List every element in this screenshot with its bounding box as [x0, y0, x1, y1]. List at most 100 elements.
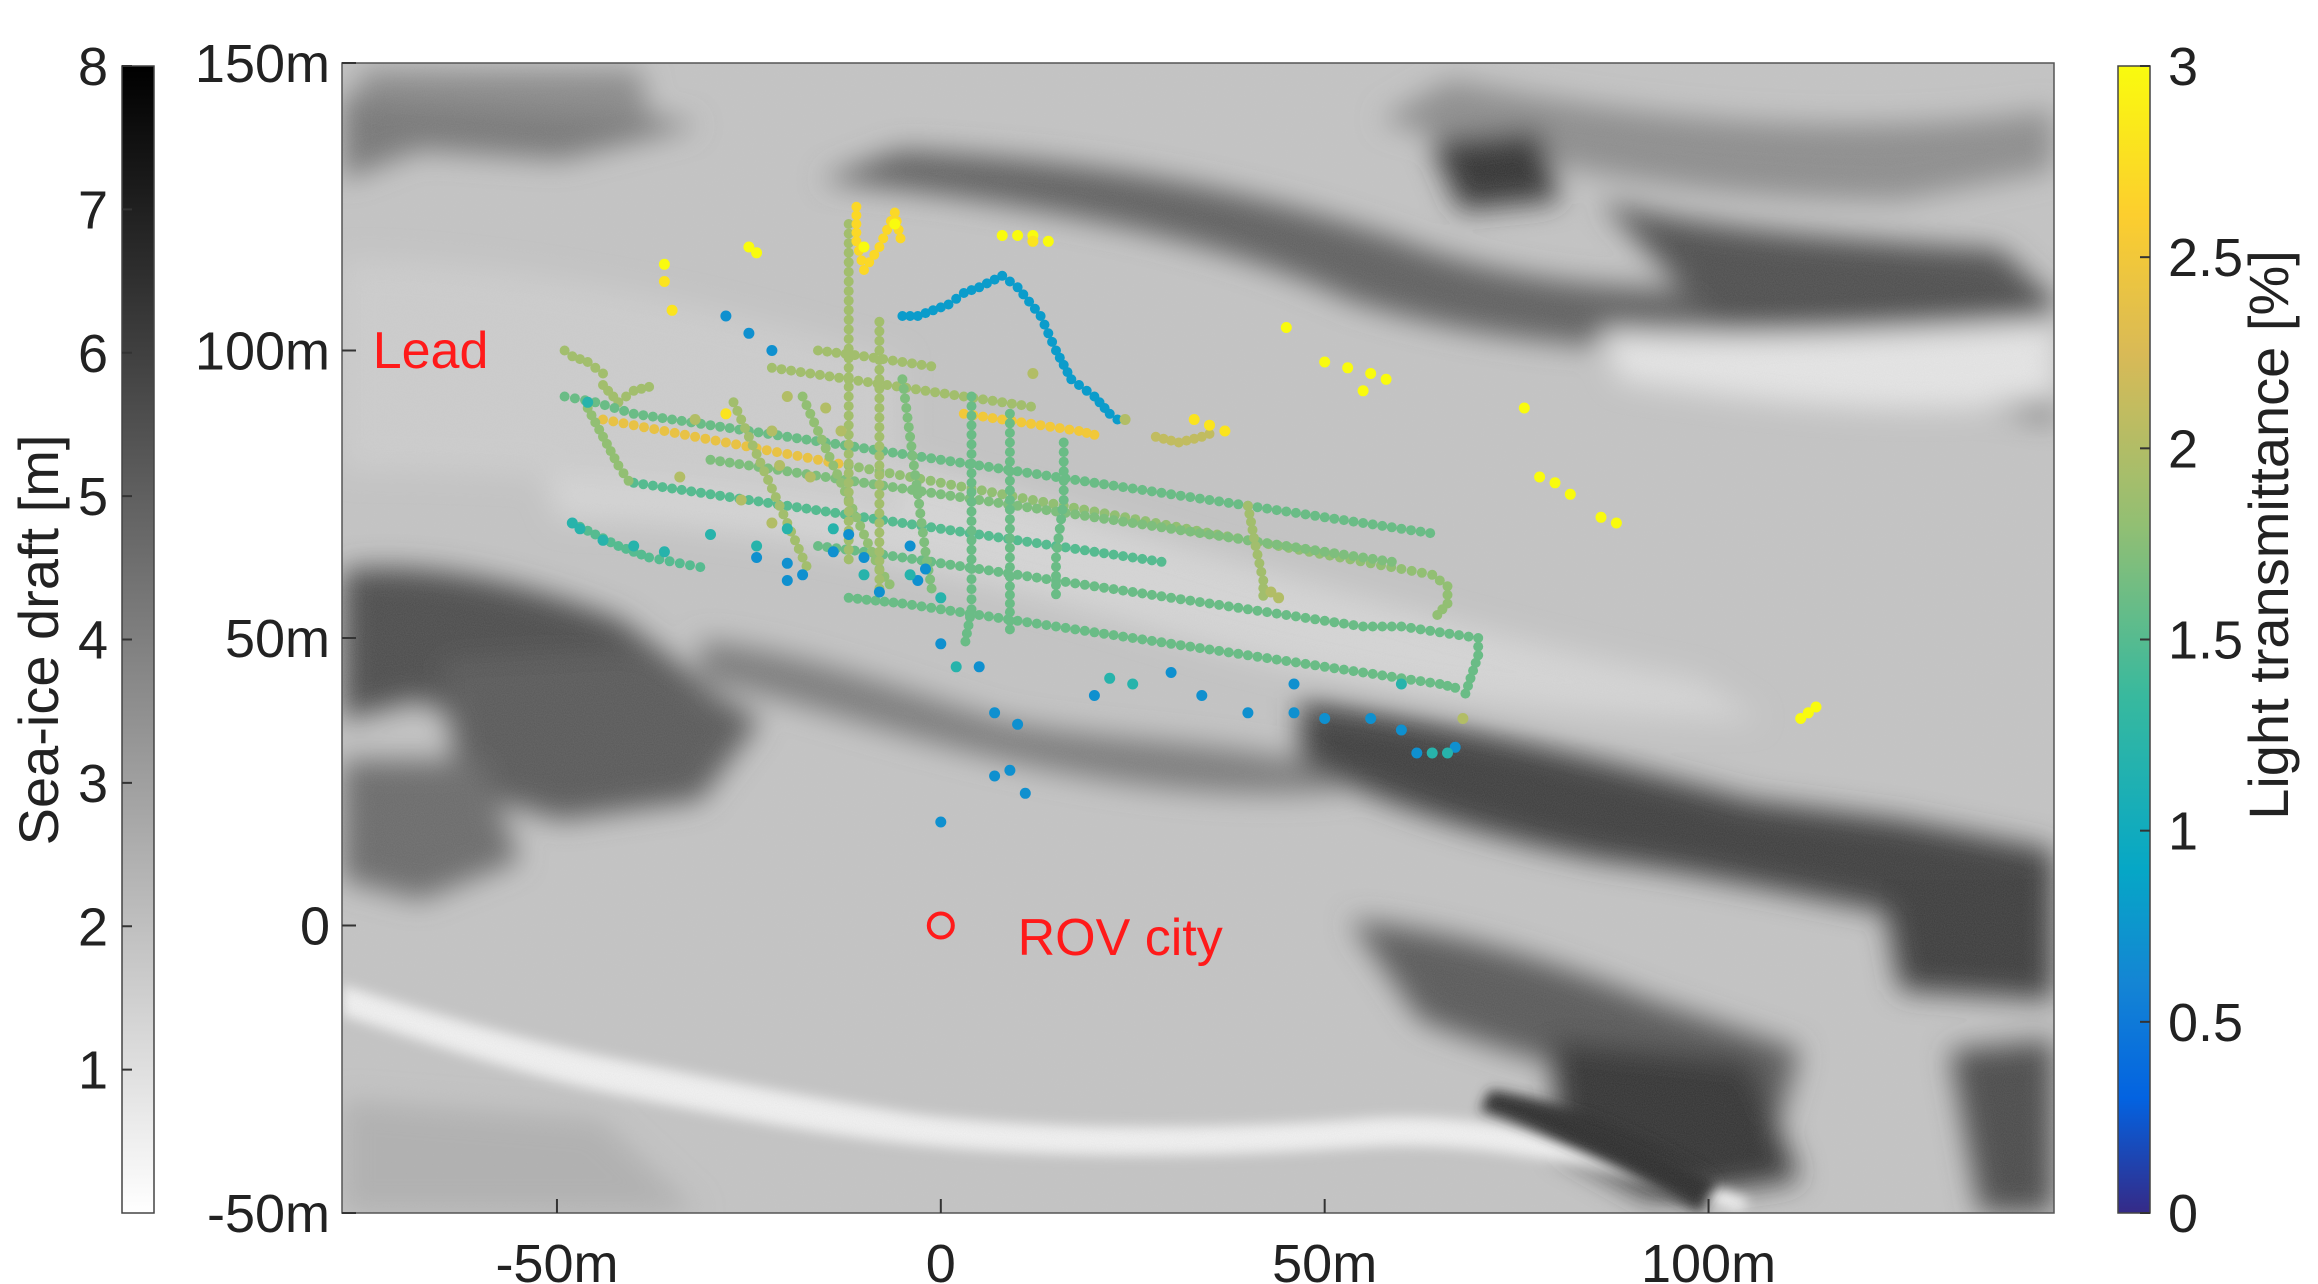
track-point — [628, 385, 639, 396]
track-point — [926, 361, 937, 372]
track-point — [1181, 435, 1192, 446]
track-point — [1058, 456, 1069, 467]
track-point — [1041, 505, 1052, 516]
scatter-point — [912, 575, 924, 586]
track-point — [1262, 607, 1273, 618]
scatter-point — [1518, 402, 1530, 414]
track-point — [778, 509, 789, 520]
track-point — [793, 543, 804, 554]
track-point — [813, 454, 823, 465]
track-point — [843, 381, 854, 392]
track-point — [949, 390, 960, 401]
track-point — [1348, 516, 1359, 527]
track-point — [1118, 551, 1129, 562]
track-point — [1406, 565, 1417, 576]
track-point — [1310, 614, 1321, 625]
track-point — [599, 400, 610, 411]
scatter-point — [566, 517, 578, 529]
track-point — [851, 201, 862, 212]
track-point — [966, 516, 977, 527]
track-point — [1367, 668, 1378, 679]
track-point — [1233, 533, 1244, 544]
track-point — [1173, 437, 1184, 448]
scatter-point — [1104, 672, 1116, 684]
track-point — [908, 460, 919, 471]
track-point — [644, 552, 655, 563]
track-point — [805, 368, 816, 379]
track-point — [1054, 523, 1065, 534]
track-point — [997, 397, 1008, 408]
track-point — [1358, 552, 1369, 563]
track-point — [1004, 466, 1015, 477]
track-point — [1051, 472, 1061, 482]
track-point — [907, 358, 917, 369]
track-point — [1434, 575, 1445, 586]
track-point — [1004, 607, 1015, 618]
track-point — [1310, 545, 1321, 556]
track-point — [966, 544, 977, 555]
track-point — [916, 359, 927, 370]
track-point — [1051, 589, 1061, 600]
track-point — [695, 562, 706, 573]
track-point — [1281, 656, 1292, 666]
track-point — [866, 546, 877, 557]
track-point — [946, 479, 957, 490]
track-point — [1348, 666, 1359, 677]
track-point — [874, 393, 885, 404]
track-point — [1450, 682, 1461, 693]
track-point — [1054, 423, 1065, 434]
scatter-point — [674, 471, 686, 483]
track-point — [590, 529, 601, 540]
track-point — [910, 384, 921, 395]
scatter-point — [935, 638, 947, 650]
track-point — [939, 388, 950, 399]
track-point — [849, 350, 860, 361]
y-tick-label: 50m — [225, 609, 330, 669]
transmittance-tick-label: 1.5 — [2168, 611, 2243, 671]
track-point — [715, 456, 726, 467]
track-point — [1242, 500, 1253, 511]
track-point — [801, 434, 812, 445]
track-point — [667, 414, 678, 425]
track-point — [715, 421, 726, 432]
scatter-point — [751, 540, 763, 552]
track-point — [843, 449, 854, 459]
scatter-point — [774, 460, 786, 471]
track-point — [638, 479, 649, 490]
track-point — [1416, 567, 1427, 578]
track-point — [907, 450, 918, 461]
track-point — [1432, 610, 1443, 620]
track-point — [1300, 612, 1311, 623]
scatter-point — [1564, 488, 1576, 500]
track-point — [862, 538, 873, 549]
track-point — [814, 369, 825, 380]
track-point — [813, 345, 823, 356]
track-point — [843, 496, 854, 507]
transmittance-tick-label: 3 — [2168, 37, 2198, 97]
draft-colorbar: 8 7 6 5 4 3 2 1 Sea-ice draft [m] — [7, 37, 155, 1214]
track-point — [955, 492, 965, 503]
track-point — [926, 522, 937, 533]
track-point — [843, 276, 854, 287]
scatter-point — [858, 241, 870, 253]
track-point — [897, 449, 908, 459]
track-point — [1175, 640, 1186, 651]
track-point — [887, 482, 898, 493]
track-point — [824, 451, 835, 462]
track-point — [782, 466, 793, 477]
scatter-point — [1027, 235, 1039, 247]
transmittance-colorbar: 3 2.5 2 1.5 1 0.5 0 Light transmittance [%] — [2117, 37, 2300, 1244]
track-point — [859, 477, 869, 488]
track-point — [966, 496, 977, 507]
track-point — [654, 554, 665, 565]
track-point — [874, 422, 885, 433]
track-point — [1442, 589, 1453, 600]
scatter-point — [743, 241, 755, 253]
track-point — [1006, 398, 1017, 409]
track-point — [1099, 513, 1109, 524]
transmittance-tick-label: 1 — [2168, 802, 2198, 862]
track-point — [1043, 328, 1054, 339]
track-point — [1079, 476, 1090, 487]
track-point — [914, 498, 925, 509]
track-point — [963, 620, 974, 631]
